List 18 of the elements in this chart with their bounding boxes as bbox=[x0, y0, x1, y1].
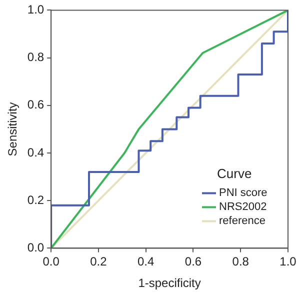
y-tick-label: 0.8 bbox=[27, 50, 44, 64]
legend-label: PNI score bbox=[219, 187, 268, 200]
y-axis-title: Sensitivity bbox=[6, 102, 20, 156]
x-tick-label: 0.0 bbox=[42, 254, 60, 269]
y-tick-label: 1.0 bbox=[27, 2, 44, 17]
x-tick-label: 0.8 bbox=[232, 254, 250, 269]
legend-title: Curve bbox=[217, 166, 252, 181]
y-tick-label: 0.6 bbox=[27, 98, 44, 112]
y-tick-label: 0.2 bbox=[27, 192, 44, 207]
y-tick-label: 0.4 bbox=[27, 145, 44, 160]
x-tick-label: 1.0 bbox=[280, 254, 297, 269]
y-tick-label: 0.0 bbox=[27, 240, 44, 255]
x-tick-label: 0.2 bbox=[90, 254, 108, 269]
x-tick-label: 0.4 bbox=[138, 254, 155, 269]
x-tick-label: 0.6 bbox=[184, 254, 202, 269]
legend-label: reference bbox=[219, 215, 266, 228]
legend-label: NRS2002 bbox=[219, 201, 267, 214]
x-axis-title: 1-specificity bbox=[138, 276, 201, 290]
